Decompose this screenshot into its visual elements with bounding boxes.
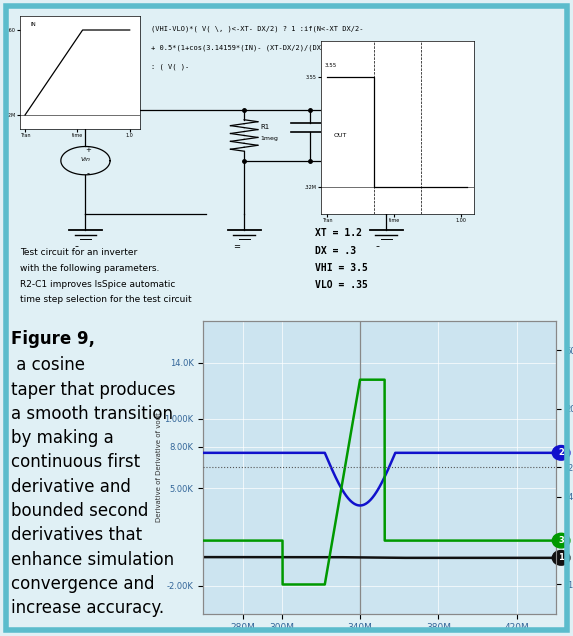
Text: (VHI-VLO)*( V( \, )<-XT- DX/2) ? 1 :if(N<-XT DX/2-: (VHI-VLO)*( V( \, )<-XT- DX/2) ? 1 :if(N… (151, 25, 364, 32)
Text: =: = (233, 242, 240, 251)
Text: XT = 1.2: XT = 1.2 (315, 228, 362, 238)
Text: with the following parameters.: with the following parameters. (20, 264, 159, 273)
Text: +: + (386, 128, 392, 134)
Text: VLO = .35: VLO = .35 (315, 280, 368, 290)
Text: .00: .00 (403, 188, 413, 193)
Text: 1: 1 (558, 553, 564, 562)
Text: +: + (85, 147, 91, 153)
Text: 0,II: 0,II (417, 144, 425, 149)
Y-axis label: Derivative of Derivative of vout: Derivative of Derivative of vout (156, 413, 162, 522)
Text: Test circuit for an inverter: Test circuit for an inverter (20, 248, 137, 257)
Circle shape (552, 551, 570, 565)
Text: Vin: Vin (80, 156, 91, 162)
Text: : ( V( )-: : ( V( )- (151, 63, 190, 69)
Text: DX = .3: DX = .3 (315, 245, 356, 256)
Text: VHI = 3.5: VHI = 3.5 (315, 263, 368, 273)
Text: 1.: 1. (332, 130, 337, 135)
Text: C1: C1 (332, 118, 341, 124)
Text: OUT: OUT (375, 102, 387, 107)
Text: 3: 3 (558, 536, 564, 545)
Text: time step selection for the test circuit: time step selection for the test circuit (20, 295, 191, 304)
Text: OUT: OUT (417, 132, 430, 137)
Text: -: - (74, 241, 79, 251)
Text: R1: R1 (261, 124, 270, 130)
Text: Figure 9,: Figure 9, (11, 330, 96, 348)
Text: Vout: Vout (414, 102, 430, 108)
Text: -: - (388, 150, 391, 159)
Text: 2: 2 (558, 448, 564, 457)
Text: -: - (375, 241, 379, 251)
Text: R2-C1 improves IsSpice automatic: R2-C1 improves IsSpice automatic (20, 280, 175, 289)
Text: P2: P2 (403, 176, 411, 182)
Text: + 0.5*(1+cos(3.14159*(IN)- (XT-DX/2)/(DX))); 3): + 0.5*(1+cos(3.14159*(IN)- (XT-DX/2)/(DX… (151, 44, 351, 51)
Text: -: - (87, 169, 90, 177)
Text: JN: JN (124, 99, 132, 107)
Text: Ir: Ir (384, 137, 388, 142)
Circle shape (552, 445, 570, 460)
Text: a cosine
taper that produces
a smooth transition
by making a
continuous first
de: a cosine taper that produces a smooth tr… (11, 356, 176, 618)
Circle shape (552, 533, 570, 548)
Text: 1meg: 1meg (261, 136, 278, 141)
